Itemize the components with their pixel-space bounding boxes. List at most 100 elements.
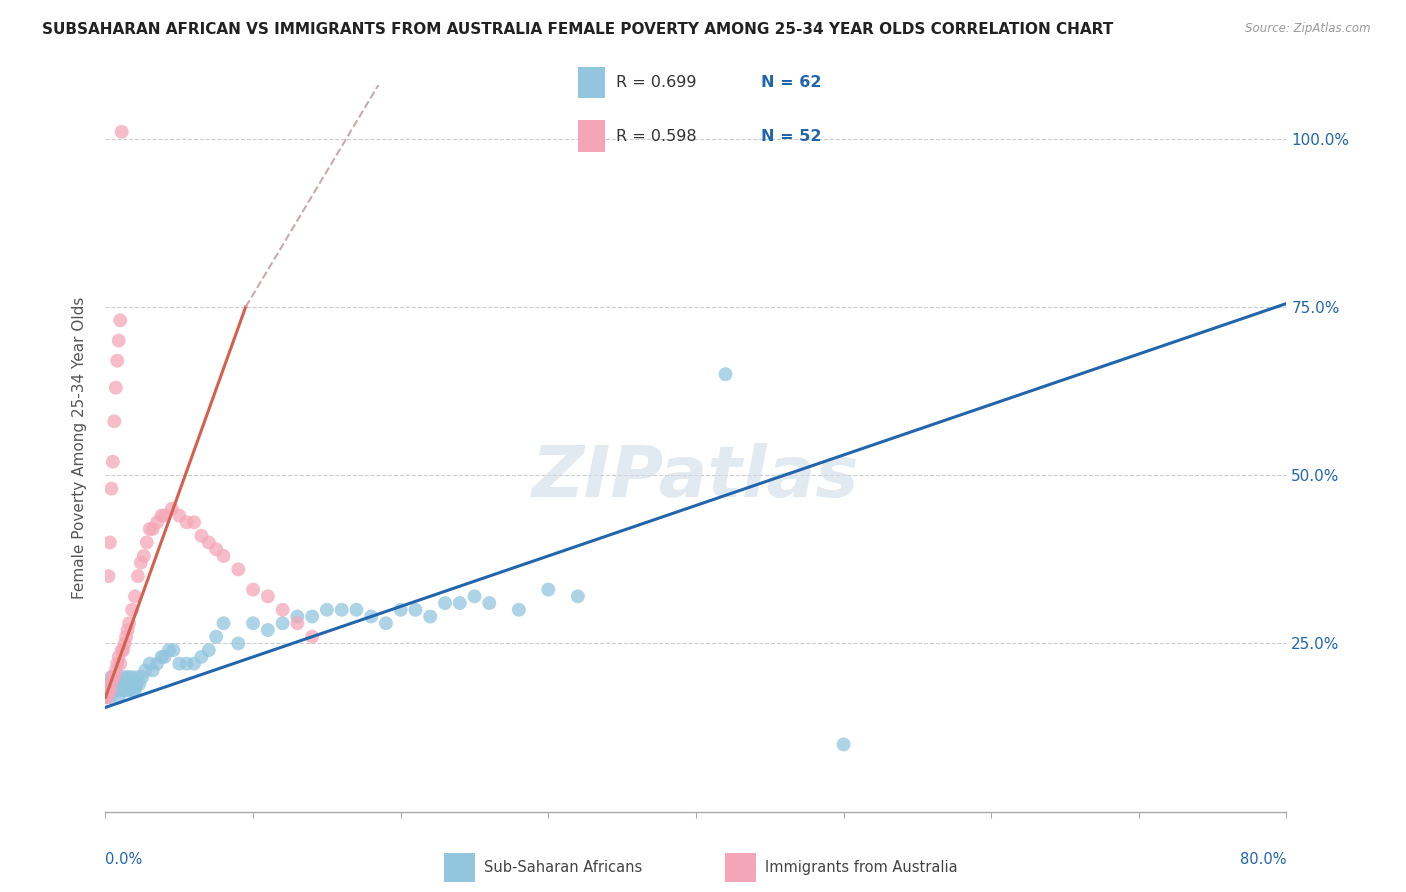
Point xyxy=(121,603,143,617)
Point xyxy=(449,596,471,610)
Point xyxy=(374,616,398,631)
Point xyxy=(127,670,149,684)
Point xyxy=(135,535,157,549)
Point xyxy=(97,677,120,691)
Point xyxy=(127,569,149,583)
Point xyxy=(118,683,141,698)
Point xyxy=(97,569,120,583)
Point xyxy=(205,630,228,644)
Point xyxy=(832,738,855,752)
Point xyxy=(138,657,162,671)
Point xyxy=(132,549,155,563)
Point xyxy=(107,649,129,664)
Text: 0.0%: 0.0% xyxy=(105,852,142,867)
Text: N = 62: N = 62 xyxy=(762,75,823,90)
Point xyxy=(111,643,134,657)
Point xyxy=(122,683,145,698)
Point xyxy=(330,603,353,617)
Point xyxy=(118,616,141,631)
Text: Source: ZipAtlas.com: Source: ZipAtlas.com xyxy=(1246,22,1371,36)
Point xyxy=(714,367,737,381)
Point xyxy=(96,690,118,705)
Point xyxy=(107,690,129,705)
Point xyxy=(197,643,219,657)
Point xyxy=(124,683,146,698)
Point xyxy=(405,603,427,617)
Point xyxy=(112,670,135,684)
Point xyxy=(197,535,219,549)
Bar xyxy=(578,120,605,152)
Point xyxy=(129,556,152,570)
Point xyxy=(105,353,128,368)
Point xyxy=(205,542,228,557)
Point xyxy=(96,690,118,705)
Point xyxy=(142,522,165,536)
Point xyxy=(103,414,125,428)
Point xyxy=(228,636,250,650)
Point xyxy=(104,670,127,684)
Point xyxy=(134,664,156,678)
Point xyxy=(97,683,120,698)
Point xyxy=(301,609,323,624)
Point xyxy=(104,381,127,395)
Point xyxy=(96,683,118,698)
Point xyxy=(257,623,280,637)
Point xyxy=(104,664,127,678)
Bar xyxy=(444,854,475,881)
Point xyxy=(100,677,122,691)
Point xyxy=(176,657,198,671)
Point xyxy=(257,590,280,604)
Point xyxy=(464,590,486,604)
Text: ZIPatlas: ZIPatlas xyxy=(533,442,859,512)
Point xyxy=(537,582,560,597)
Point xyxy=(101,455,124,469)
Point xyxy=(183,516,205,530)
Point xyxy=(120,677,142,691)
Point xyxy=(301,630,323,644)
Text: Immigrants from Australia: Immigrants from Australia xyxy=(765,860,957,875)
Point xyxy=(101,670,124,684)
Point xyxy=(419,609,441,624)
Point xyxy=(115,630,138,644)
Point xyxy=(111,125,134,139)
Point xyxy=(100,482,122,496)
Point xyxy=(146,516,169,530)
Point xyxy=(103,670,125,684)
Point xyxy=(142,664,165,678)
Point xyxy=(114,636,136,650)
Y-axis label: Female Poverty Among 25-34 Year Olds: Female Poverty Among 25-34 Year Olds xyxy=(72,297,87,599)
Text: R = 0.699: R = 0.699 xyxy=(616,75,696,90)
Point xyxy=(110,313,132,327)
Text: N = 52: N = 52 xyxy=(762,128,823,144)
Point xyxy=(287,609,309,624)
Point xyxy=(183,657,205,671)
Point xyxy=(107,334,129,348)
Point xyxy=(98,535,121,549)
Text: Sub-Saharan Africans: Sub-Saharan Africans xyxy=(484,860,643,875)
Point xyxy=(169,508,191,523)
Text: SUBSAHARAN AFRICAN VS IMMIGRANTS FROM AUSTRALIA FEMALE POVERTY AMONG 25-34 YEAR : SUBSAHARAN AFRICAN VS IMMIGRANTS FROM AU… xyxy=(42,22,1114,37)
Point xyxy=(124,590,146,604)
Point xyxy=(508,603,530,617)
Point xyxy=(287,616,309,631)
Point xyxy=(105,683,128,698)
Point xyxy=(105,657,128,671)
Point xyxy=(346,603,368,617)
Bar xyxy=(578,67,605,98)
Point xyxy=(117,670,139,684)
Point xyxy=(157,643,180,657)
Point xyxy=(176,516,198,530)
Point xyxy=(160,501,183,516)
Point xyxy=(169,657,191,671)
Point xyxy=(242,616,264,631)
Point xyxy=(271,616,294,631)
Point xyxy=(111,677,134,691)
Point xyxy=(98,683,121,698)
Point xyxy=(112,643,135,657)
Point xyxy=(150,508,173,523)
Point xyxy=(98,690,121,705)
Point xyxy=(110,683,132,698)
Point xyxy=(100,670,122,684)
Point xyxy=(242,582,264,597)
Point xyxy=(271,603,294,617)
